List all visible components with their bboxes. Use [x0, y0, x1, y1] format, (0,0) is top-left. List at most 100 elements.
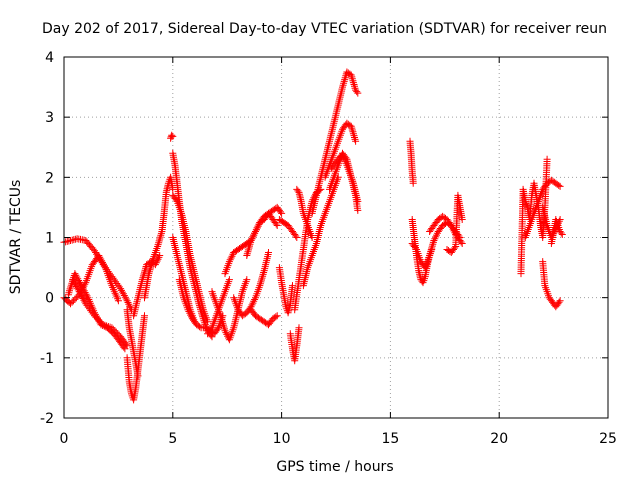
- data-point: [341, 74, 349, 82]
- data-point: [348, 126, 356, 134]
- data-point: [114, 297, 122, 305]
- data-point: [93, 315, 101, 323]
- x-tick-label: 15: [381, 431, 399, 447]
- data-point: [272, 313, 280, 321]
- data-point: [108, 324, 116, 332]
- data-point: [265, 249, 272, 256]
- data-point: [247, 237, 255, 244]
- data-point: [223, 330, 231, 338]
- data-point: [558, 231, 566, 238]
- data-point: [122, 295, 130, 303]
- data-point: [251, 229, 259, 237]
- data-point: [184, 306, 192, 314]
- data-point: [354, 89, 362, 97]
- data-point: [294, 187, 302, 195]
- y-tick-label: 1: [45, 231, 54, 247]
- data-point: [352, 137, 360, 145]
- data-point: [111, 327, 119, 335]
- data-point: [250, 297, 258, 305]
- data-point: [248, 301, 256, 309]
- data-point: [557, 229, 565, 237]
- y-tick-label: -2: [40, 411, 54, 427]
- data-point: [430, 237, 438, 244]
- data-point: [71, 295, 79, 303]
- data-point: [257, 278, 265, 286]
- data-point: [277, 208, 284, 216]
- data-point: [186, 309, 194, 317]
- data-point: [79, 285, 87, 293]
- data-point: [251, 296, 259, 303]
- x-tick-label: 20: [490, 431, 508, 447]
- data-point: [103, 322, 111, 330]
- data-point: [124, 299, 132, 306]
- data-point: [141, 312, 148, 320]
- data-point: [278, 209, 286, 217]
- data-point: [109, 325, 117, 333]
- data-point: [134, 372, 142, 380]
- data-point: [68, 298, 76, 306]
- data-point: [125, 300, 133, 308]
- data-point: [95, 316, 103, 324]
- data-point: [79, 295, 87, 302]
- data-point: [351, 135, 359, 143]
- x-tick-label: 5: [168, 431, 177, 447]
- data-point: [556, 182, 564, 190]
- data-point: [76, 289, 84, 297]
- data-point: [100, 262, 108, 270]
- data-point: [244, 246, 252, 254]
- data-point: [117, 285, 125, 293]
- data-point: [555, 181, 563, 189]
- data-point: [295, 324, 303, 332]
- data-point: [293, 234, 301, 241]
- data-point: [249, 299, 257, 307]
- data-point: [222, 329, 230, 337]
- axes: 0 5 10 15 20 25 -2 -1 0 1 2 3 4: [40, 50, 617, 447]
- data-point: [260, 269, 268, 276]
- data-point: [104, 323, 112, 330]
- data-point: [122, 340, 130, 348]
- data-point: [83, 292, 91, 300]
- data-point: [172, 196, 180, 204]
- data-point: [112, 328, 120, 336]
- data-point: [204, 318, 212, 326]
- data-point: [154, 255, 162, 263]
- y-tick-label: 4: [45, 50, 54, 66]
- data-point: [196, 323, 204, 331]
- data-point: [69, 297, 77, 305]
- data-point: [77, 280, 84, 288]
- data-point: [253, 224, 261, 232]
- x-tick-label: 0: [60, 431, 69, 447]
- x-tick-label: 10: [273, 431, 291, 447]
- data-point: [66, 285, 74, 293]
- data-point: [340, 79, 348, 87]
- data-point: [354, 197, 362, 205]
- data-point: [99, 321, 107, 329]
- data-point: [82, 290, 90, 298]
- data-point: [258, 274, 266, 282]
- data-point: [226, 256, 234, 264]
- data-point: [273, 222, 281, 229]
- data-point: [207, 325, 215, 333]
- data-point: [72, 294, 80, 302]
- data-point: [451, 244, 459, 252]
- data-point: [213, 325, 221, 333]
- data-point: [432, 233, 440, 241]
- data-point: [71, 279, 79, 287]
- data-point: [74, 275, 82, 283]
- data-point: [67, 300, 74, 308]
- data-point: [555, 298, 563, 306]
- data-point: [272, 220, 280, 228]
- data-point: [249, 233, 257, 241]
- data-point: [227, 254, 235, 262]
- data-point: [154, 241, 162, 249]
- data-point: [248, 235, 256, 243]
- y-tick-label: 2: [45, 170, 54, 186]
- data-point: [126, 302, 134, 310]
- data-point: [111, 289, 119, 297]
- data-point: [292, 232, 300, 240]
- data-point: [123, 297, 131, 305]
- data-point: [243, 250, 251, 258]
- data-point: [185, 308, 193, 315]
- data-point: [91, 312, 98, 320]
- data-point: [97, 255, 105, 263]
